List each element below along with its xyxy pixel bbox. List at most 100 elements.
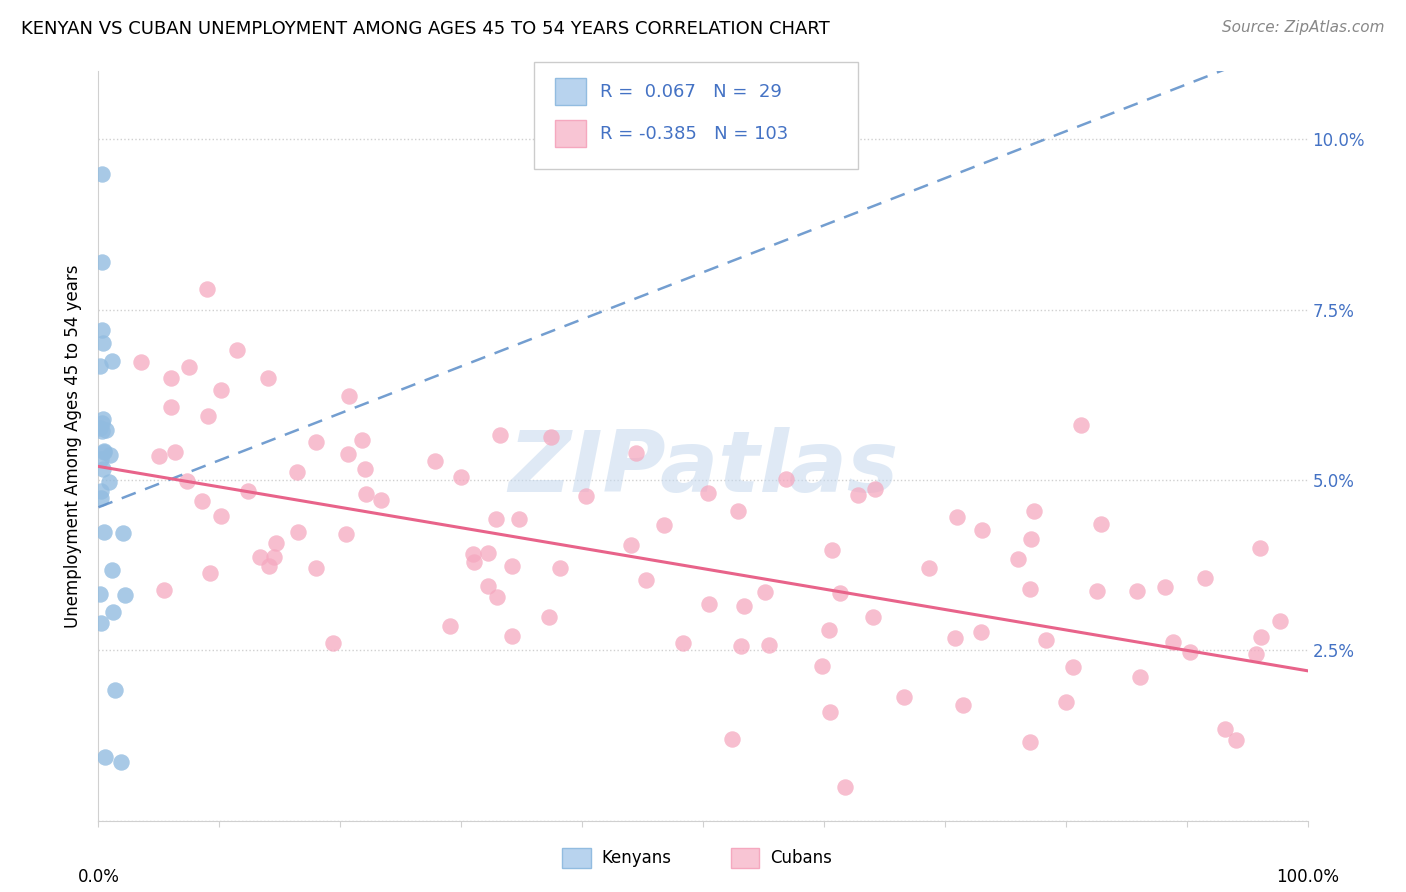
Point [485,590,508,604]
Point [1035,633,1057,648]
Point [620,537,643,551]
Point [461,547,484,561]
Text: R = -0.385   N = 103: R = -0.385 N = 103 [600,125,789,143]
Text: R =  0.067   N =  29: R = 0.067 N = 29 [600,83,782,101]
Point [89,587,111,601]
Point [285,465,308,479]
Point [112,526,135,541]
Point [90,491,112,505]
Point [98,475,121,489]
Point [209,509,232,524]
Point [1019,734,1042,748]
Point [1244,647,1267,661]
Point [423,453,446,467]
Point [672,636,695,650]
Point [305,560,328,574]
Text: KENYAN VS CUBAN UNEMPLOYMENT AMONG AGES 45 TO 54 YEARS CORRELATION CHART: KENYAN VS CUBAN UNEMPLOYMENT AMONG AGES … [21,20,830,37]
Point [110,756,132,770]
Point [370,492,392,507]
Point [1070,417,1092,432]
Point [945,509,967,524]
Point [970,625,993,640]
Point [305,435,328,450]
Text: Cubans: Cubans [770,849,832,867]
Point [266,536,288,550]
Point [970,523,993,537]
Point [1153,580,1175,594]
Point [652,518,675,533]
Point [1250,630,1272,644]
Point [1270,614,1292,628]
Point [337,389,360,403]
Point [1007,552,1029,566]
Point [488,428,510,442]
Point [754,585,776,599]
Point [236,484,259,499]
Point [818,705,841,719]
Point [335,526,357,541]
Point [91,323,114,337]
Point [104,682,127,697]
Point [101,605,124,619]
Point [1054,695,1077,709]
Point [287,524,309,539]
Point [1213,722,1236,736]
Point [257,559,280,574]
Point [1090,516,1112,531]
Point [356,487,378,501]
Point [575,489,598,503]
Point [163,444,186,458]
Point [93,336,115,351]
Point [90,484,112,499]
Text: 100.0%: 100.0% [1277,868,1339,887]
Point [863,483,886,497]
Point [153,582,176,597]
Point [733,599,755,613]
Point [727,504,749,518]
Point [477,579,499,593]
Point [91,462,114,476]
Point [775,472,797,486]
Point [811,658,834,673]
Point [548,561,571,575]
Point [263,550,285,565]
Point [129,355,152,369]
Point [195,282,218,296]
Point [730,639,752,653]
Point [93,443,115,458]
Point [209,383,232,397]
Point [1062,659,1084,673]
Point [98,448,121,462]
Text: Kenyans: Kenyans [602,849,672,867]
Point [1085,584,1108,599]
Point [1125,584,1147,599]
Point [177,359,200,374]
Point [197,409,219,423]
Point [90,167,112,181]
Point [1018,582,1040,596]
Point [93,525,115,540]
Point [696,485,718,500]
Point [200,566,222,580]
Point [256,371,278,385]
Point [91,417,114,431]
Point [893,690,915,704]
Point [101,563,124,577]
Point [1194,571,1216,585]
Point [758,638,780,652]
Point [336,446,359,460]
Point [148,449,170,463]
Point [828,586,851,600]
Point [91,424,114,438]
Point [90,616,112,631]
Point [477,546,499,560]
Point [89,421,111,435]
Point [91,412,114,426]
Point [1024,504,1046,518]
Point [352,433,374,447]
Point [101,354,124,368]
Point [699,597,721,611]
Point [322,636,344,650]
Point [1129,670,1152,684]
Point [90,452,112,467]
